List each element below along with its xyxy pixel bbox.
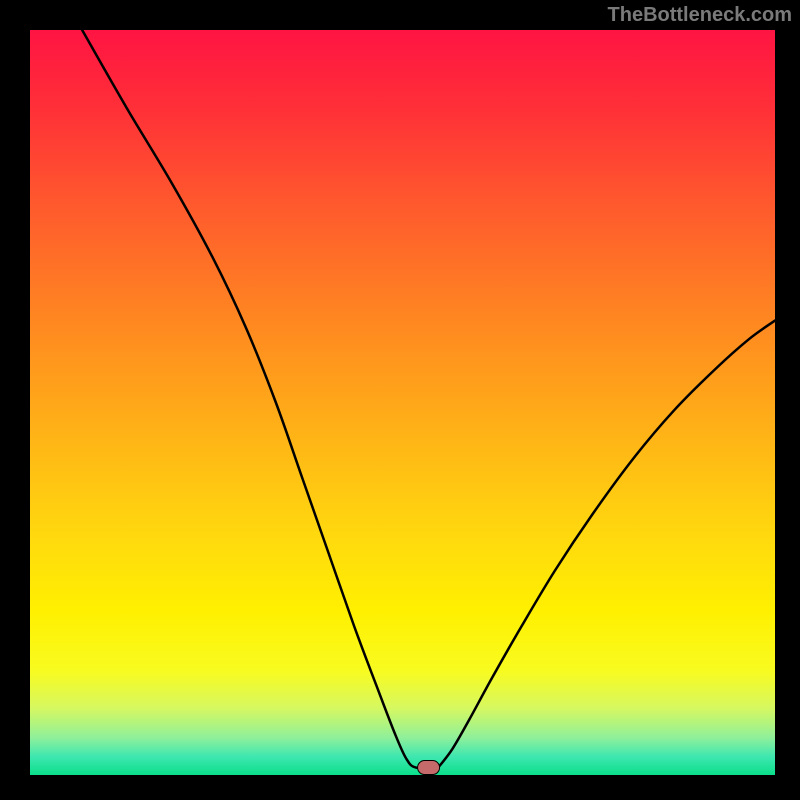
minimum-marker (418, 761, 440, 775)
chart-stage: TheBottleneck.com (0, 0, 800, 800)
plot-area (30, 30, 775, 775)
watermark-text: TheBottleneck.com (608, 4, 792, 27)
bottleneck-chart (0, 0, 800, 800)
